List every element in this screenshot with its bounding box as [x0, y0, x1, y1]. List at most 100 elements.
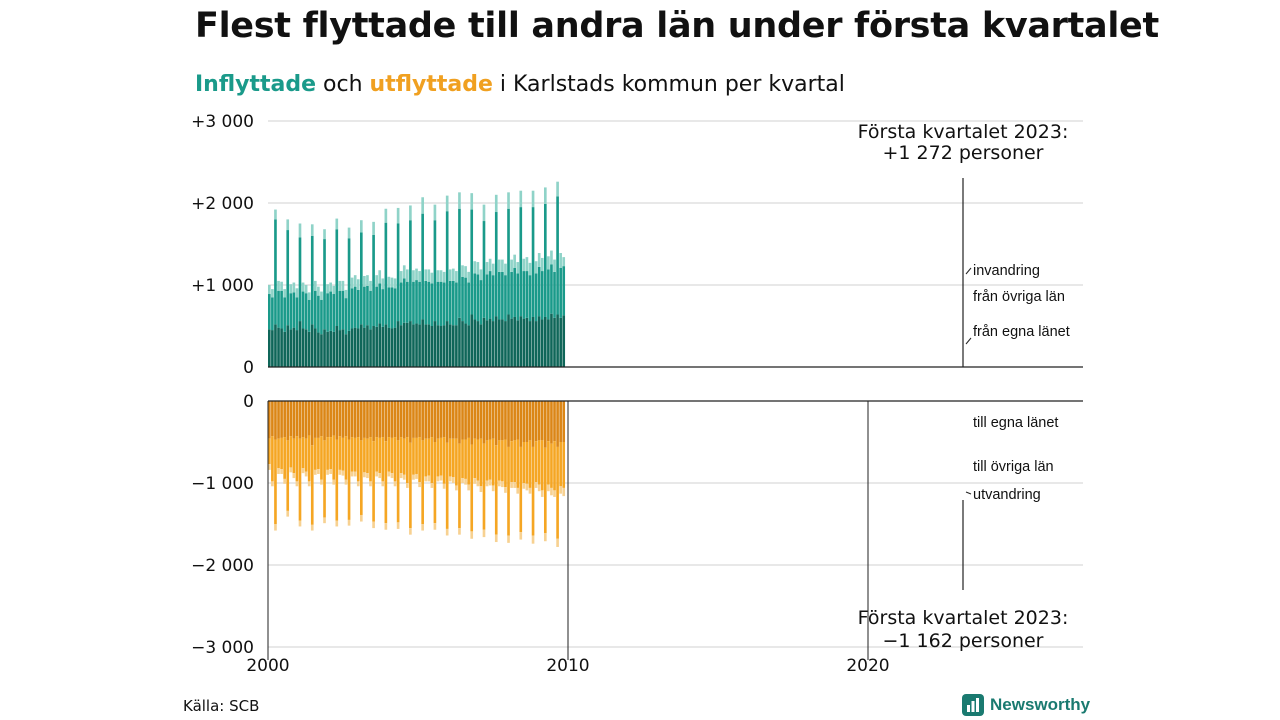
bar-in-own: [310, 324, 314, 367]
bar-out-emigration: [304, 471, 308, 477]
bar-in-other: [381, 289, 385, 327]
series-label-fran-egna-lanet: från egna länet: [973, 324, 1070, 340]
bar-out-other: [289, 436, 293, 468]
bar-in-own: [537, 316, 541, 367]
bar-in-immigration: [458, 192, 461, 209]
bar-in-own: [522, 318, 526, 367]
bar-out-other: [507, 446, 510, 536]
bar-out-emigration: [427, 475, 431, 482]
bar-out-other: [531, 446, 535, 536]
bar-out-other: [372, 441, 375, 522]
bar-in-own: [409, 321, 412, 367]
bar-out-own: [531, 401, 535, 447]
bar-out-own: [550, 401, 553, 444]
bar-out-emigration: [359, 514, 363, 522]
bar-in-own: [307, 331, 311, 367]
bar-out-emigration: [307, 481, 311, 487]
bar-out-other: [427, 438, 431, 476]
bar-in-other: [488, 271, 492, 319]
bar-out-other: [430, 437, 434, 483]
bar-in-other: [467, 282, 470, 326]
bar-in-own: [289, 329, 293, 367]
bar-out-emigration: [461, 478, 464, 483]
bar-out-other: [350, 437, 354, 472]
bar-in-immigration: [430, 272, 434, 284]
bar-out-emigration: [433, 523, 437, 530]
bar-out-other: [442, 437, 446, 484]
bar-in-other: [562, 266, 566, 316]
y-tick-label-top: +2 000: [191, 194, 254, 214]
bar-in-own: [372, 326, 375, 367]
bar-out-emigration: [421, 524, 424, 531]
bar-in-own: [488, 318, 492, 367]
bar-out-own: [338, 401, 342, 437]
bar-in-own: [494, 316, 498, 367]
bar-in-other: [384, 222, 388, 325]
bar-out-own: [421, 401, 424, 441]
bar-in-immigration: [338, 280, 342, 291]
bar-out-own: [488, 401, 492, 440]
bar-in-own: [283, 331, 286, 367]
bar-in-other: [461, 276, 464, 322]
bar-out-own: [353, 401, 357, 438]
newsworthy-logo: Newsworthy: [962, 693, 1090, 717]
bar-in-own: [461, 321, 464, 367]
bar-in-immigration: [482, 204, 486, 222]
bar-in-immigration: [415, 268, 418, 281]
bar-in-immigration: [341, 280, 345, 291]
bar-in-other: [476, 274, 480, 322]
bar-out-other: [310, 445, 314, 525]
bar-out-other: [292, 438, 296, 474]
bar-in-other: [522, 271, 526, 319]
bar-out-emigration: [559, 486, 562, 494]
bar-in-immigration: [543, 187, 547, 204]
bar-in-own: [562, 315, 566, 367]
bar-in-immigration: [476, 262, 480, 275]
bar-out-other: [399, 437, 403, 474]
bar-out-own: [393, 401, 397, 438]
bar-out-own: [310, 401, 314, 446]
bar-in-immigration: [433, 204, 437, 221]
bar-in-other: [412, 281, 415, 325]
bar-out-own: [280, 401, 283, 438]
bar-in-own: [347, 330, 351, 367]
bar-out-other: [295, 436, 299, 482]
bar-out-own: [402, 401, 406, 439]
bar-out-other: [283, 437, 286, 479]
bar-out-own: [537, 401, 541, 441]
bar-out-emigration: [350, 471, 354, 477]
bar-in-other: [347, 238, 351, 331]
bar-out-emigration: [338, 469, 342, 475]
bar-in-immigration: [393, 278, 397, 289]
bar-in-other: [387, 287, 391, 328]
bar-out-other: [359, 440, 363, 515]
bar-out-own: [329, 401, 332, 438]
bar-in-own: [274, 324, 277, 367]
bar-out-own: [320, 401, 323, 437]
bar-in-other: [531, 207, 535, 317]
bar-out-other: [448, 438, 452, 477]
bar-out-emigration: [510, 482, 513, 488]
bar-in-other: [559, 267, 562, 318]
newsworthy-logo-text: Newsworthy: [990, 695, 1091, 714]
bar-out-own: [516, 401, 520, 440]
bar-in-other: [292, 292, 296, 328]
bar-in-other: [338, 290, 342, 331]
bar-in-other: [451, 280, 455, 326]
bar-in-own: [415, 323, 418, 367]
annotation-out-value: −1 162 personer: [883, 630, 1044, 652]
bar-out-other: [559, 442, 562, 487]
bar-out-emigration: [479, 486, 483, 493]
bar-out-own: [418, 401, 421, 438]
annotation-in-line1: Första kvartalet 2023:: [858, 121, 1069, 143]
bar-out-own: [409, 401, 412, 443]
bar-out-other: [405, 437, 409, 483]
bar-in-own: [528, 321, 532, 367]
bar-out-other: [402, 438, 406, 475]
bar-in-other: [323, 239, 326, 330]
x-tick-label: 2010: [546, 656, 589, 676]
bar-in-immigration: [470, 193, 474, 210]
bar-out-own: [277, 401, 280, 439]
bar-in-immigration: [317, 286, 320, 296]
bar-out-own: [442, 401, 446, 438]
